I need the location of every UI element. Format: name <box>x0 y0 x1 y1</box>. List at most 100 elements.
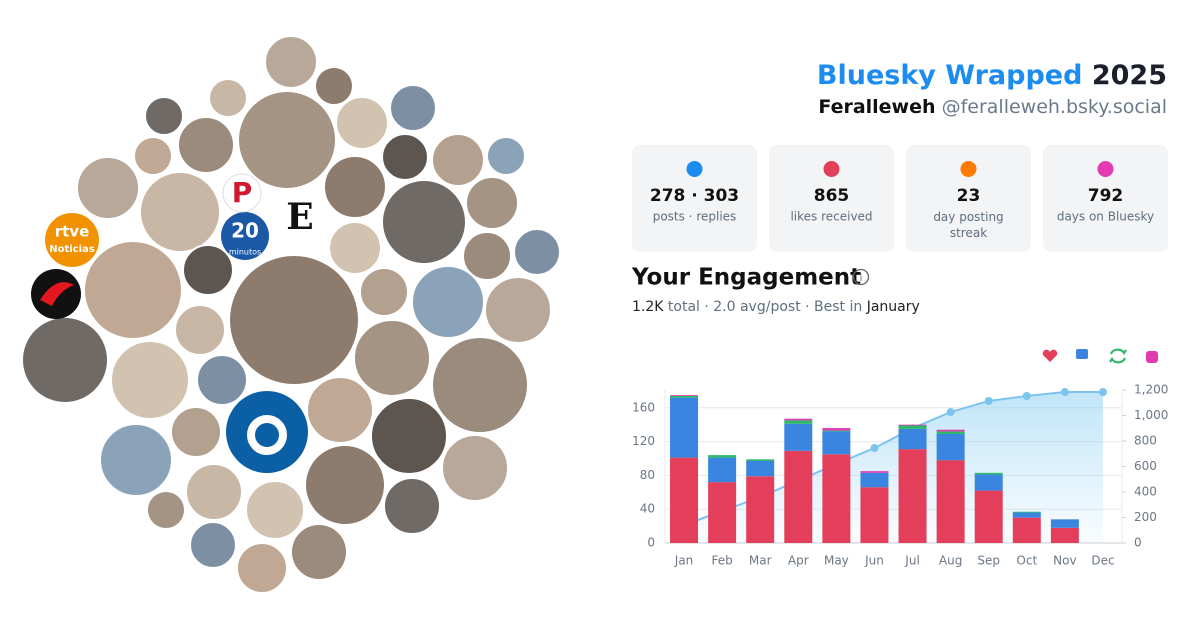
avatar[interactable] <box>76 156 140 220</box>
info-icon[interactable] <box>852 268 870 286</box>
avatar[interactable] <box>462 231 512 281</box>
avatar[interactable] <box>221 212 269 260</box>
avatar[interactable] <box>170 406 222 458</box>
avatar[interactable] <box>431 133 485 187</box>
bar-segment <box>784 450 813 543</box>
avatar[interactable] <box>431 336 529 434</box>
bar-segment <box>746 459 775 462</box>
y2-tick-label: 1,000 <box>1134 408 1168 422</box>
avatar[interactable] <box>226 391 308 473</box>
avatar[interactable] <box>21 316 109 404</box>
avatar[interactable] <box>353 319 431 397</box>
avatar[interactable] <box>465 176 519 230</box>
bar-segment <box>898 424 927 426</box>
x-tick-label: Mar <box>749 554 772 568</box>
stat-label: day posting streak <box>933 210 1003 240</box>
bar-segment <box>670 397 699 458</box>
avatar[interactable] <box>280 198 320 238</box>
avatar[interactable] <box>335 96 389 150</box>
logo-text: rtve <box>55 223 90 241</box>
bar-segment <box>936 460 965 543</box>
bar-segment <box>708 457 737 483</box>
bar-segment <box>936 433 965 461</box>
avatar[interactable] <box>486 136 526 176</box>
avatar[interactable] <box>83 240 183 340</box>
x-tick-label: Jun <box>864 554 884 568</box>
logo-text: Noticias <box>49 244 95 255</box>
stat-icon <box>960 161 977 177</box>
bar-segment <box>974 474 1003 491</box>
stat-label: posts · replies <box>653 210 737 224</box>
avatar[interactable] <box>389 84 437 132</box>
legend-toggle[interactable] <box>1146 351 1158 363</box>
avatar[interactable] <box>182 244 234 296</box>
y2-tick-label: 1,200 <box>1134 383 1168 397</box>
avatar[interactable] <box>484 276 552 344</box>
avatar[interactable] <box>306 376 374 444</box>
stats: 278 · 303 posts · replies 865 likes receive… <box>632 145 1168 252</box>
avatar[interactable] <box>228 254 360 386</box>
avatar[interactable] <box>146 490 186 530</box>
bar-segment <box>822 454 851 543</box>
avatar[interactable] <box>174 304 226 356</box>
bar-segment <box>898 449 927 543</box>
avatar[interactable] <box>245 480 305 540</box>
title: Bluesky Wrapped 2025 <box>817 60 1167 91</box>
avatar[interactable] <box>304 444 386 526</box>
line-point <box>984 396 993 405</box>
x-tick-label: Aug <box>939 554 962 568</box>
avatar[interactable] <box>383 477 441 535</box>
stat-label: likes received <box>790 210 872 224</box>
avatar[interactable] <box>411 265 485 339</box>
line-point <box>946 408 955 417</box>
bar-segment <box>746 476 775 543</box>
avatar[interactable] <box>237 90 337 190</box>
display-name: Feralleweh <box>818 96 935 118</box>
avatar[interactable] <box>236 542 288 594</box>
avatar[interactable] <box>381 133 429 181</box>
avatar[interactable] <box>328 221 382 275</box>
y2-tick-label: 600 <box>1134 459 1157 473</box>
line-point <box>1098 388 1107 397</box>
x-tick-label: May <box>824 554 849 568</box>
avatar[interactable] <box>208 78 248 118</box>
avatar[interactable] <box>177 116 235 174</box>
avatar[interactable] <box>441 434 509 502</box>
stat-card <box>906 145 1031 252</box>
legend-toggle[interactable] <box>1076 349 1088 359</box>
bar-segment <box>784 418 813 421</box>
bar-segment <box>936 429 965 432</box>
avatar[interactable] <box>45 213 99 267</box>
avatar[interactable] <box>222 173 262 213</box>
logo-text: 20 <box>231 219 259 243</box>
bar-segment <box>670 395 699 396</box>
avatar[interactable] <box>196 354 248 406</box>
x-tick-label: Oct <box>1016 554 1037 568</box>
avatar[interactable] <box>110 340 190 420</box>
stat-value: 792 <box>1088 186 1124 206</box>
y-tick-label: 0 <box>647 536 655 550</box>
avatar[interactable] <box>323 155 387 219</box>
logo-shape <box>40 282 74 306</box>
avatar[interactable] <box>99 423 173 497</box>
avatar[interactable] <box>290 523 348 581</box>
avatar[interactable] <box>144 96 184 136</box>
legend-toggle[interactable] <box>1042 349 1058 362</box>
stat-card <box>769 145 894 252</box>
avatar[interactable] <box>139 171 221 253</box>
avatar[interactable] <box>264 35 318 89</box>
avatar[interactable] <box>314 66 354 106</box>
legend-toggle[interactable] <box>1109 348 1127 364</box>
avatar[interactable] <box>189 521 237 569</box>
avatar[interactable] <box>359 267 409 317</box>
avatar[interactable] <box>185 463 243 521</box>
avatar[interactable] <box>381 179 467 265</box>
y2-tick-label: 400 <box>1134 485 1157 499</box>
avatar[interactable] <box>513 228 561 276</box>
engagement-chart: 0 40 80 120 160 0 200 400 600 800 1,000 1,200 Jan Feb… <box>632 348 1168 568</box>
info-glyph: i <box>860 273 863 284</box>
bar-segment <box>784 423 813 451</box>
avatar[interactable] <box>370 397 448 475</box>
avatar[interactable] <box>133 136 173 176</box>
